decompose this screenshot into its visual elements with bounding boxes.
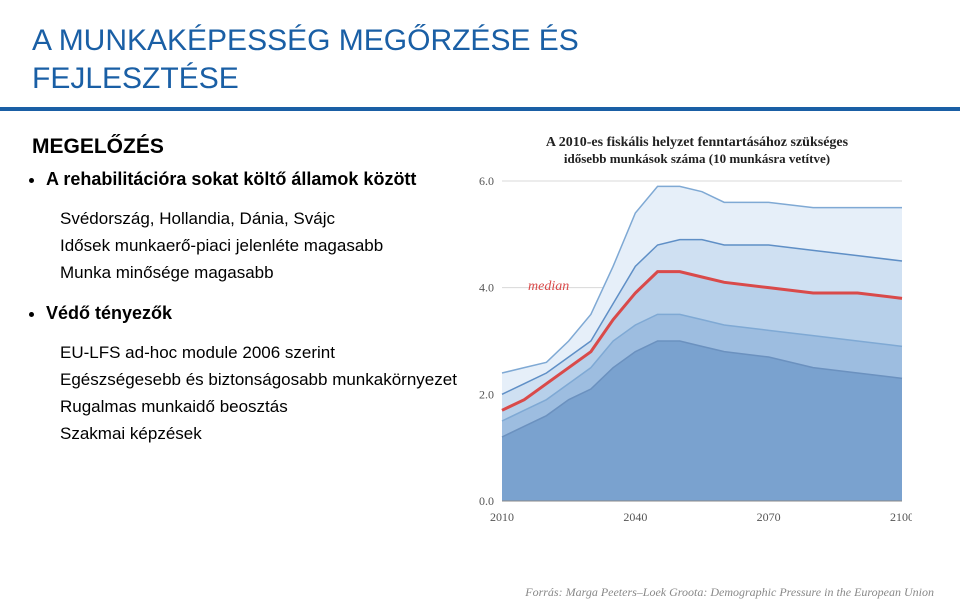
section2-sub3: Rugalmas munkaidő beosztás xyxy=(60,396,462,419)
svg-text:2010: 2010 xyxy=(490,510,514,524)
svg-text:6.0: 6.0 xyxy=(479,174,494,188)
median-label: median xyxy=(528,279,569,295)
svg-text:2070: 2070 xyxy=(757,510,781,524)
section1-sub1: Svédország, Hollandia, Dánia, Svájc xyxy=(60,208,462,231)
section1-sub2: Idősek munkaerő-piaci jelenléte magasabb xyxy=(60,235,462,258)
svg-text:2.0: 2.0 xyxy=(479,387,494,401)
chart-subtitle-text: idősebb munkások száma (10 munkásra vetí… xyxy=(564,151,830,166)
title-line2: FEJLESZTÉSE xyxy=(32,62,239,95)
area-chart: median 0.0 2.0 4.0 6.0 2010 2040 2070 2100 xyxy=(462,171,912,531)
section2-list: Védő tényezők xyxy=(32,303,462,324)
section2-sub2: Egészségesebb és biztonságosabb munkakör… xyxy=(60,369,462,392)
page-title: A MUNKAKÉPESSÉG MEGŐRZÉSE ÉS FEJLESZTÉSE xyxy=(0,0,960,97)
section1-list: A rehabilitációra sokat költő államok kö… xyxy=(32,169,462,190)
section1-bullet: A rehabilitációra sokat költő államok kö… xyxy=(46,169,462,190)
source-footer: Forrás: Marga Peeters–Loek Groota: Demog… xyxy=(525,585,934,600)
right-column: A 2010-es fiskális helyzet fenntartásáho… xyxy=(462,135,932,531)
svg-text:2100: 2100 xyxy=(890,510,912,524)
section2-bullet-text: Védő tényezők xyxy=(46,303,172,323)
chart-title-text: A 2010-es fiskális helyzet fenntartásáho… xyxy=(546,135,848,150)
section1-bullet-text: A rehabilitációra sokat költő államok kö… xyxy=(46,169,416,189)
chart-title: A 2010-es fiskális helyzet fenntartásáho… xyxy=(462,135,932,151)
svg-text:0.0: 0.0 xyxy=(479,494,494,508)
section2-sub1: EU-LFS ad-hoc module 2006 szerint xyxy=(60,342,462,365)
svg-text:2040: 2040 xyxy=(623,510,647,524)
left-column: MEGELŐZÉS A rehabilitációra sokat költő … xyxy=(32,135,462,531)
section1-heading: MEGELŐZÉS xyxy=(32,135,462,159)
chart-subtitle: idősebb munkások száma (10 munkásra vetí… xyxy=(462,151,932,167)
section1-sub3: Munka minősége magasabb xyxy=(60,262,462,285)
section2-sub4: Szakmai képzések xyxy=(60,423,462,446)
chart-svg: 0.0 2.0 4.0 6.0 2010 2040 2070 2100 xyxy=(462,171,912,531)
title-line1: A MUNKAKÉPESSÉG MEGŐRZÉSE ÉS xyxy=(32,24,579,57)
content: MEGELŐZÉS A rehabilitációra sokat költő … xyxy=(0,111,960,531)
section2-bullet: Védő tényezők xyxy=(46,303,462,324)
svg-text:4.0: 4.0 xyxy=(479,281,494,295)
